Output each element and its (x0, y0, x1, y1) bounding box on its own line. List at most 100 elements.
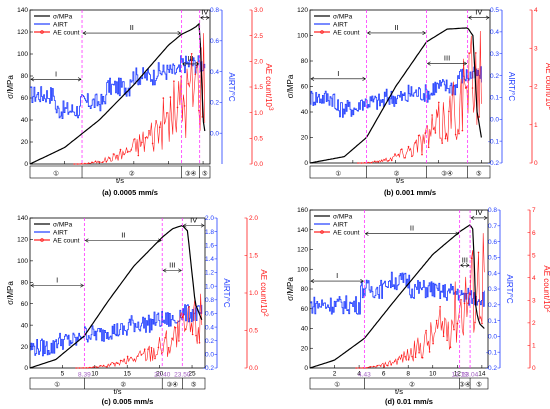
y-tick-label-left: 20 (21, 344, 29, 351)
phase-arrow-head (182, 223, 187, 228)
ae-point (82, 367, 84, 369)
phase-label: I (337, 69, 339, 78)
y-tick-label-left: 20 (301, 345, 309, 352)
ae-point (357, 162, 359, 164)
x-axis-title: t/s (396, 176, 404, 185)
legend-swatch-marker (320, 230, 324, 234)
phase-bar-label: ② (120, 381, 126, 389)
phase-arrow-head (158, 238, 162, 243)
ae-point (481, 322, 483, 325)
ae-tick-label: 3 (534, 45, 538, 52)
y-axis-title-ae-exponent: 2 (547, 106, 550, 110)
ae-point (78, 367, 81, 369)
ae-tick-label: 1.5 (254, 84, 263, 91)
ae-tick-label: 2 (532, 320, 536, 327)
panel-caption: (a) 0.0005 mm/s (102, 188, 158, 197)
ae-point (77, 163, 79, 165)
ae-point (449, 346, 452, 349)
y-axis-title-left: σ/MPa (286, 277, 295, 301)
phase-bar-label: ② (394, 170, 400, 178)
ae-point (162, 97, 165, 99)
ae-point (105, 161, 108, 163)
ae-point (98, 161, 100, 164)
ae-point (477, 251, 480, 254)
ae-point (126, 151, 129, 153)
ae-point (154, 357, 156, 360)
y-tick-label-left: 100 (297, 266, 308, 273)
ae-point (435, 319, 438, 322)
ae-tick-label: 3 (532, 297, 536, 304)
ae-point (374, 160, 376, 163)
ae-point (85, 367, 88, 369)
phase-bar (29, 377, 206, 390)
ae-tick-label: 0.0 (254, 161, 263, 168)
phase-boundary-label: 8.39 (78, 372, 91, 379)
airt-tick-label: 0.4 (490, 29, 499, 36)
y-tick-label-left: 40 (301, 326, 309, 333)
phase-arrow-head (455, 231, 460, 236)
ae-point (417, 134, 420, 137)
airt-tick-label: 0.2 (490, 73, 499, 80)
y-axis-title-ae: AE count/102 (259, 269, 269, 317)
phase-arrow-head (468, 15, 472, 20)
y-tick-label-left: 60 (301, 84, 309, 91)
airt-tick-label: 0.0 (210, 130, 219, 137)
ae-point (190, 53, 193, 55)
legend-label: AE count (333, 30, 360, 37)
y-tick-label-left: 40 (301, 109, 309, 116)
phase-arrow-head (463, 61, 468, 66)
phase-arrow-head (465, 263, 470, 268)
phase-arrow-head (483, 215, 488, 220)
legend-label: AIRT (53, 22, 68, 29)
ae-point (116, 154, 118, 157)
ae-point (363, 162, 366, 164)
ae-tick-label: 1.0 (254, 110, 263, 117)
ae-point (194, 73, 197, 76)
ae-point (380, 159, 383, 162)
phase-bar-label: ③④ (459, 381, 471, 389)
x-tick-label: 20 (156, 371, 164, 378)
ae-point (386, 364, 389, 367)
phase-label: III (169, 261, 175, 270)
airt-tick-label: -0.2 (486, 365, 498, 372)
y-tick-label-left: 40 (21, 322, 29, 329)
ae-point (158, 126, 161, 128)
ae-point (80, 163, 83, 165)
ae-point (362, 367, 365, 369)
ae-point (471, 87, 474, 89)
ae-point (147, 348, 149, 351)
phase-boundary-label: 20.40 (154, 372, 171, 379)
airt-tick-label: 0.4 (488, 270, 497, 277)
phase-bar-label: ⑤ (191, 381, 197, 389)
ae-point (75, 367, 77, 369)
phase-arrow-head (195, 61, 200, 66)
y-axis-title-left: σ/MPa (6, 281, 15, 305)
ae-tick-label: 1 (532, 343, 536, 350)
y-tick-label-left: 80 (21, 279, 29, 286)
y-tick-label-left: 80 (301, 286, 309, 293)
ae-point (365, 367, 368, 369)
chart-panel-3: 0 20 40 60 80 100 120 140 5 10 15 20 25 -0.2 0.0 0.2 0.4… (6, 215, 269, 406)
phase-arrow-head (310, 76, 315, 81)
ae-point (442, 335, 445, 338)
ae-point (463, 302, 466, 305)
ae-point (407, 359, 410, 361)
phase-label: III (444, 54, 450, 63)
series-stress-line (29, 225, 203, 369)
phase-label: II (410, 224, 414, 233)
airt-tick-label: 0.4 (210, 69, 219, 76)
phase-boundary-label: 13.04 (462, 372, 479, 379)
phase-arrow-head (162, 268, 167, 273)
phase-arrow-head (360, 279, 364, 284)
ae-point (370, 161, 373, 164)
airt-tick-label: 1.0 (205, 283, 214, 290)
ae-point (400, 354, 403, 357)
ae-point (188, 306, 190, 308)
phase-arrow-head (422, 30, 427, 36)
y-axis-title-ae-exponent: 2 (262, 313, 269, 317)
ae-point (376, 364, 379, 367)
x-tick-label: 2 (333, 371, 337, 378)
ae-point (369, 366, 372, 368)
airt-tick-label: 0.5 (490, 7, 499, 14)
